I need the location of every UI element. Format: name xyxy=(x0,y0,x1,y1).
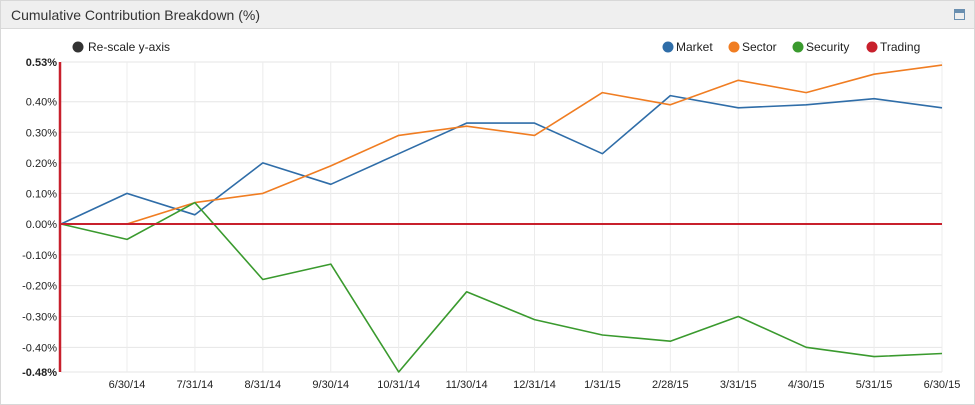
rescale-label[interactable]: Re-scale y-axis xyxy=(88,40,170,54)
rescale-toggle[interactable]: Re-scale y-axis xyxy=(72,40,171,54)
y-tick-label: 0.00% xyxy=(26,219,57,231)
legend-item-market[interactable]: Market xyxy=(662,40,714,54)
rescale-dot-icon[interactable] xyxy=(72,41,84,53)
y-axis: 0.53% 0.40% 0.30% 0.20% 0.10% 0.00% -0.10% -0.2… xyxy=(22,57,62,379)
series-line-sector[interactable] xyxy=(126,64,943,225)
series-line-market[interactable] xyxy=(60,94,943,225)
legend-item-sector[interactable]: Sector xyxy=(728,40,777,54)
x-tick-label: 8/31/14 xyxy=(244,379,281,391)
series-group xyxy=(60,64,943,373)
x-tick-label: 2/28/15 xyxy=(652,379,689,391)
x-tick-label: 11/30/14 xyxy=(446,379,488,391)
y-tick-label: 0.20% xyxy=(26,158,57,170)
y-tick-label: -0.30% xyxy=(22,312,57,324)
x-tick-label: 5/31/15 xyxy=(856,379,893,391)
x-tick-label: 1/31/15 xyxy=(584,379,621,391)
legend-label[interactable]: Market xyxy=(676,40,713,54)
series-line-security[interactable] xyxy=(60,201,943,373)
legend-label[interactable]: Trading xyxy=(880,40,920,54)
legend-marker-icon[interactable] xyxy=(662,41,674,53)
maximize-icon[interactable] xyxy=(954,9,965,20)
x-tick-label: 12/31/14 xyxy=(513,379,556,391)
x-tick-label: 6/30/14 xyxy=(109,379,146,391)
legend-marker-icon[interactable] xyxy=(866,41,878,53)
x-tick-label: 3/31/15 xyxy=(720,379,757,391)
x-tick-label: 9/30/14 xyxy=(312,379,349,391)
panel-title: Cumulative Contribution Breakdown (%) xyxy=(11,7,260,23)
x-tick-label: 4/30/15 xyxy=(788,379,825,391)
legend-item-security[interactable]: Security xyxy=(792,40,850,54)
legend-label[interactable]: Security xyxy=(806,40,849,54)
y-tick-label: 0.40% xyxy=(26,97,57,109)
legend-marker-icon[interactable] xyxy=(792,41,804,53)
grid xyxy=(61,61,943,373)
legend-label[interactable]: Sector xyxy=(742,40,777,54)
y-tick-label: -0.10% xyxy=(22,250,57,262)
y-tick-label: -0.20% xyxy=(22,281,57,293)
y-tick-label: 0.30% xyxy=(26,127,57,139)
y-tick-label: -0.48% xyxy=(22,367,57,379)
x-tick-label: 10/31/14 xyxy=(377,379,420,391)
y-tick-label: -0.40% xyxy=(22,342,57,354)
y-tick-label: 0.10% xyxy=(26,188,57,200)
x-axis: 6/30/14 7/31/14 8/31/14 9/30/14 10/31/14 11/3… xyxy=(109,379,961,391)
x-tick-label: 6/30/15 xyxy=(924,379,961,391)
legend-item-trading[interactable]: Trading xyxy=(866,40,921,54)
legend-marker-icon[interactable] xyxy=(728,41,740,53)
legend: Market Sector Security Trading xyxy=(662,40,921,54)
x-tick-label: 7/31/14 xyxy=(177,379,214,391)
panel-header: Cumulative Contribution Breakdown (%) xyxy=(1,1,974,29)
y-tick-label: 0.53% xyxy=(26,57,57,69)
